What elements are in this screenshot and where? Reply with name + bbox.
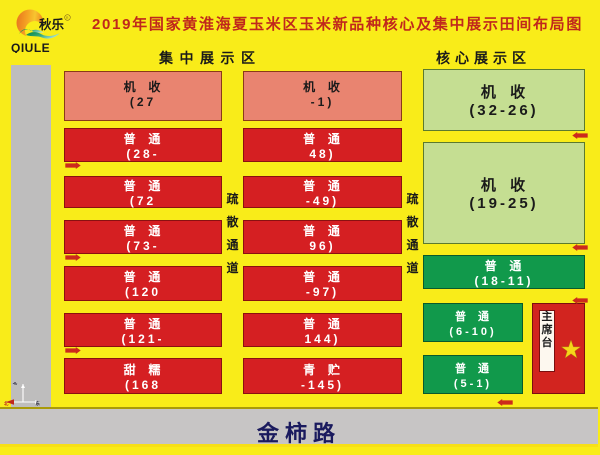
svg-text:秋乐: 秋乐 [39,17,65,32]
svg-text:R: R [66,16,69,20]
svg-text:北: 北 [13,382,18,386]
svg-text:北: 北 [4,400,9,407]
svg-text:QIULE: QIULE [11,41,50,53]
svg-text:东: 东 [36,400,41,407]
